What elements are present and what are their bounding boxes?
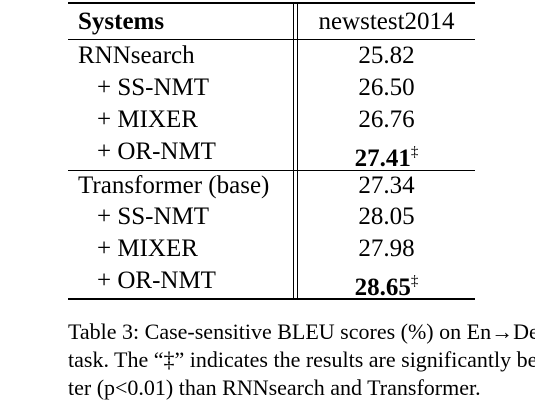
caption-line-2: task. The “‡” indicates the results are … bbox=[68, 347, 535, 372]
row-rnn-mixer-name: + MIXER bbox=[97, 106, 198, 133]
header-metric: newstest2014 bbox=[318, 8, 455, 35]
row-rnnsearch-name: RNNsearch bbox=[78, 42, 195, 69]
significance-mark: ‡ bbox=[410, 144, 419, 160]
row-rnn-ornmt-score: 27.41‡ bbox=[298, 137, 475, 174]
row-tf-ssnmt-name: + SS-NMT bbox=[97, 203, 210, 230]
row-tf-ornmt-name: + OR-NMT bbox=[97, 267, 216, 294]
table-bottom-rule bbox=[68, 298, 475, 300]
caption-line-1: Table 3: Case-sensitive BLEU scores (%) … bbox=[68, 319, 535, 344]
column-divider-left bbox=[293, 2, 294, 299]
best-score-value: 28.65 bbox=[354, 274, 411, 301]
header-systems: Systems bbox=[78, 8, 165, 35]
row-rnnsearch-score: 25.82 bbox=[358, 42, 415, 69]
group-divider-rule bbox=[68, 170, 475, 171]
caption-line-3: ter (p<0.01) than RNNsearch and Transfor… bbox=[68, 375, 481, 400]
row-rnn-ornmt-name: + OR-NMT bbox=[97, 138, 216, 165]
row-transformer-name: Transformer (base) bbox=[78, 172, 270, 199]
row-rnn-mixer-score: 26.76 bbox=[358, 106, 415, 133]
row-tf-mixer-score: 27.98 bbox=[358, 235, 415, 262]
header-rule bbox=[68, 39, 475, 40]
results-table: Systems newstest2014 RNNsearch 25.82 + S… bbox=[68, 2, 475, 303]
row-tf-ssnmt-score: 28.05 bbox=[358, 203, 415, 230]
row-rnn-ssnmt-name: + SS-NMT bbox=[97, 74, 210, 101]
row-tf-ornmt-score: 28.65‡ bbox=[298, 266, 475, 303]
table-caption: Table 3: Case-sensitive BLEU scores (%) … bbox=[68, 318, 535, 402]
row-transformer-score: 27.34 bbox=[358, 172, 415, 199]
column-divider-right bbox=[297, 2, 298, 299]
row-rnn-ssnmt-score: 26.50 bbox=[358, 74, 415, 101]
best-score-value: 27.41 bbox=[354, 145, 411, 172]
significance-mark: ‡ bbox=[410, 273, 419, 289]
row-tf-mixer-name: + MIXER bbox=[97, 235, 198, 262]
table-top-rule bbox=[68, 2, 475, 4]
